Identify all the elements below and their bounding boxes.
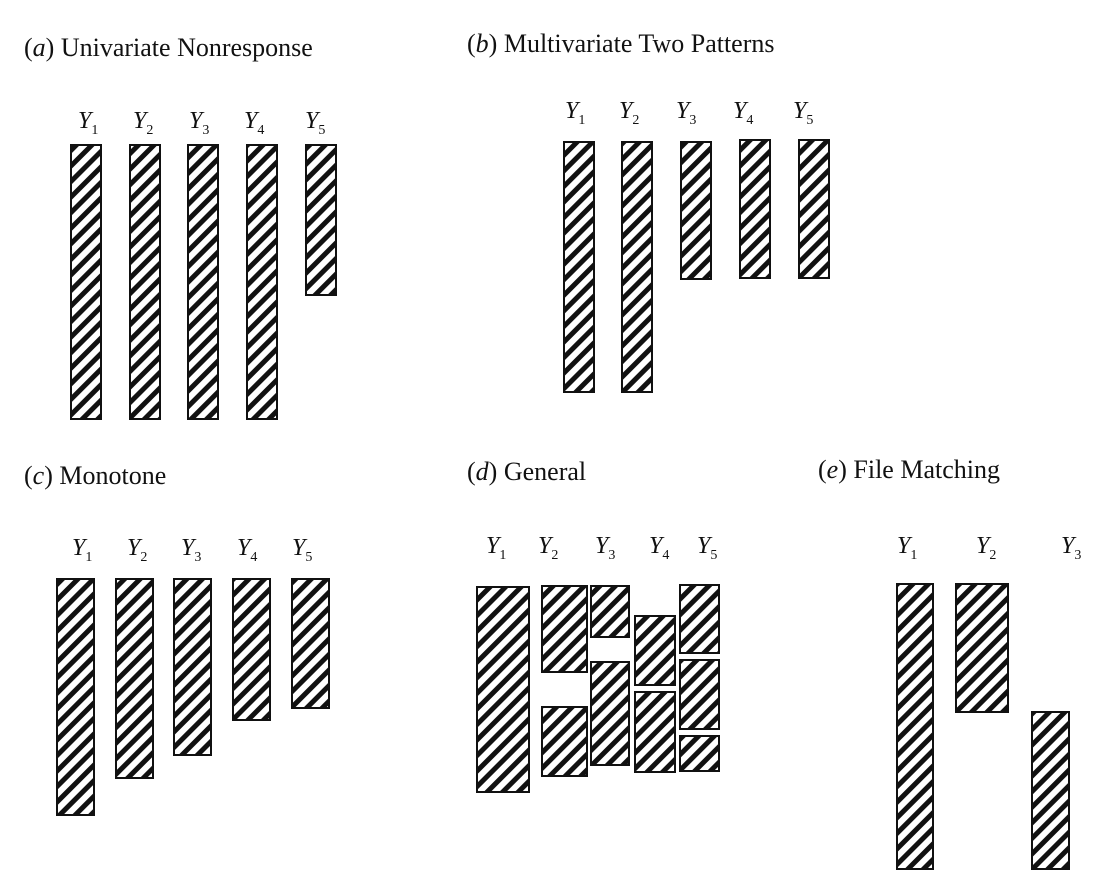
panel-d-title: (d) General <box>467 457 586 486</box>
panel-a-block-y4 <box>246 144 278 420</box>
panel-e-label-y2: Y2 <box>976 533 996 563</box>
panel-c-block-y3 <box>173 578 212 756</box>
panel-a-label-y1: Y1 <box>78 108 98 138</box>
panel-d-label-y5: Y5 <box>697 533 717 563</box>
panel-b-block-y3 <box>680 141 712 280</box>
panel-d-label-y3: Y3 <box>595 533 615 563</box>
panel-d-block-y4-bottom <box>634 691 676 773</box>
panel-b-label-y2: Y2 <box>619 98 639 128</box>
panel-c-label-y5: Y5 <box>292 535 312 565</box>
panel-d-block-y3-top <box>590 585 630 638</box>
panel-c-label-y1: Y1 <box>72 535 92 565</box>
panel-e-label-y3: Y3 <box>1061 533 1081 563</box>
panel-b-block-y4 <box>739 139 771 279</box>
panel-b-label-y4: Y4 <box>733 98 753 128</box>
panel-d-label-y1: Y1 <box>486 533 506 563</box>
panel-c-label-y3: Y3 <box>181 535 201 565</box>
panel-c-title: (c) Monotone <box>24 461 166 490</box>
panel-a-block-y3 <box>187 144 219 420</box>
panel-a-label-y2: Y2 <box>133 108 153 138</box>
panel-c-block-y2 <box>115 578 154 779</box>
panel-e: (e) File Matching Y1 Y2 Y3 <box>818 455 1081 870</box>
panel-e-block-y3 <box>1031 711 1070 870</box>
panel-b-title: (b) Multivariate Two Patterns <box>467 29 775 58</box>
panel-c-block-y4 <box>232 578 271 721</box>
panel-c-label-y4: Y4 <box>237 535 257 565</box>
panel-d-block-y2-bottom <box>541 706 588 777</box>
panel-d-block-y3-bottom <box>590 661 630 766</box>
panel-a-label-y5: Y5 <box>305 108 325 138</box>
panel-a-title: (a) Univariate Nonresponse <box>24 33 313 62</box>
panel-c-block-y1 <box>56 578 95 816</box>
panel-e-title: (e) File Matching <box>818 455 1000 484</box>
panel-b-block-y5 <box>798 139 830 279</box>
panel-c: (c) Monotone Y1 Y2 Y3 Y4 Y5 <box>24 461 330 816</box>
panel-a-block-y1 <box>70 144 102 420</box>
panel-e-block-y1 <box>896 583 934 870</box>
panel-a-label-y3: Y3 <box>189 108 209 138</box>
panel-b: (b) Multivariate Two Patterns Y1 Y2 Y3 Y… <box>467 29 830 393</box>
panel-a-block-y2 <box>129 144 161 420</box>
panel-a-label-y4: Y4 <box>244 108 264 138</box>
panel-d-block-y1 <box>476 586 530 793</box>
panel-b-label-y3: Y3 <box>676 98 696 128</box>
panel-d-block-y5-middle <box>679 659 720 730</box>
panel-d-block-y4-top <box>634 615 676 686</box>
panel-d-label-y2: Y2 <box>538 533 558 563</box>
panel-c-label-y2: Y2 <box>127 535 147 565</box>
panel-b-label-y1: Y1 <box>565 98 585 128</box>
panel-b-label-y5: Y5 <box>793 98 813 128</box>
panel-d-block-y5-top <box>679 584 720 654</box>
panel-b-block-y2 <box>621 141 653 393</box>
panel-e-label-y1: Y1 <box>897 533 917 563</box>
panel-d-block-y5-bottom <box>679 735 720 772</box>
panel-d: (d) General Y1 Y2 Y3 Y4 Y5 <box>467 457 720 793</box>
panel-b-block-y1 <box>563 141 595 393</box>
panel-d-label-y4: Y4 <box>649 533 669 563</box>
panel-a-block-y5 <box>305 144 337 296</box>
panel-e-block-y2 <box>955 583 1009 713</box>
panel-d-block-y2-top <box>541 585 588 673</box>
panel-a: (a) Univariate Nonresponse Y1 Y2 Y3 Y4 Y… <box>24 33 337 420</box>
panel-c-block-y5 <box>291 578 330 709</box>
